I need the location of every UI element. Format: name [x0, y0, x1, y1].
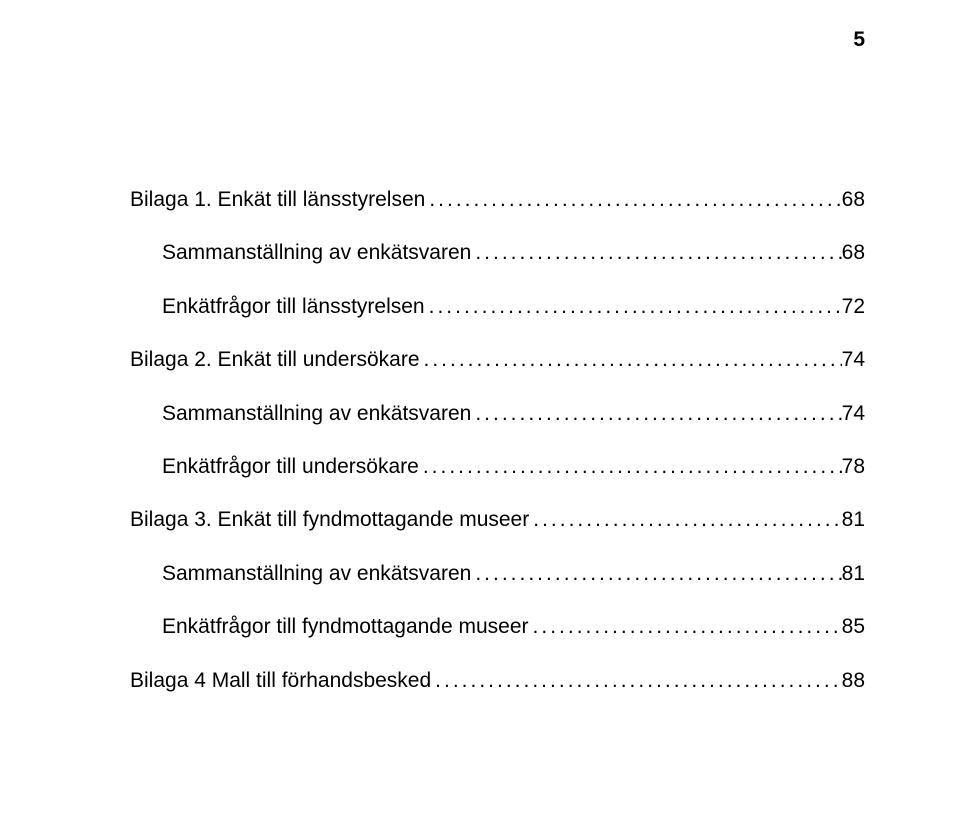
toc-entry-label: Enkätfrågor till fyndmottagande museer: [162, 612, 529, 641]
toc-entry-label: Sammanställning av enkätsvaren: [162, 238, 471, 267]
toc-entry: Enkätfrågor till undersökare............…: [130, 452, 865, 481]
toc-entry-label: Sammanställning av enkätsvaren: [162, 399, 471, 428]
toc-dot-leader: ........................................…: [471, 238, 841, 267]
toc-dot-leader: ........................................…: [529, 505, 841, 534]
toc-dot-leader: ........................................…: [425, 185, 841, 214]
toc-entry: Enkätfrågor till länsstyrelsen..........…: [130, 292, 865, 321]
toc-entry-page: 74: [842, 345, 865, 374]
toc-dot-leader: ........................................…: [529, 612, 842, 641]
toc-entry-page: 81: [842, 559, 865, 588]
toc-dot-leader: ........................................…: [420, 345, 842, 374]
toc-entry-label: Bilaga 1. Enkät till länsstyrelsen: [130, 185, 425, 214]
table-of-contents: Bilaga 1. Enkät till länsstyrelsen......…: [130, 185, 865, 695]
toc-dot-leader: ........................................…: [419, 452, 842, 481]
toc-entry-page: 68: [842, 238, 865, 267]
toc-entry: Bilaga 2. Enkät till undersökare........…: [130, 345, 865, 374]
toc-entry: Bilaga 3. Enkät till fyndmottagande muse…: [130, 505, 865, 534]
toc-dot-leader: ........................................…: [471, 399, 841, 428]
toc-entry-label: Bilaga 3. Enkät till fyndmottagande muse…: [130, 505, 529, 534]
toc-entry-page: 88: [842, 666, 865, 695]
toc-dot-leader: ........................................…: [471, 559, 841, 588]
toc-entry-label: Bilaga 4 Mall till förhandsbesked: [130, 666, 431, 695]
document-page: 5 Bilaga 1. Enkät till länsstyrelsen....…: [0, 0, 960, 827]
toc-dot-leader: ........................................…: [431, 666, 841, 695]
toc-entry: Sammanställning av enkätsvaren..........…: [130, 559, 865, 588]
toc-entry: Sammanställning av enkätsvaren..........…: [130, 238, 865, 267]
toc-entry: Bilaga 4 Mall till förhandsbesked.......…: [130, 666, 865, 695]
toc-entry-page: 72: [842, 292, 865, 321]
toc-entry-page: 78: [842, 452, 865, 481]
toc-entry: Sammanställning av enkätsvaren..........…: [130, 399, 865, 428]
toc-entry-page: 81: [842, 505, 865, 534]
toc-entry-label: Sammanställning av enkätsvaren: [162, 559, 471, 588]
toc-entry-label: Bilaga 2. Enkät till undersökare: [130, 345, 420, 374]
toc-entry: Enkätfrågor till fyndmottagande museer..…: [130, 612, 865, 641]
toc-entry-page: 74: [842, 399, 865, 428]
page-number: 5: [853, 28, 865, 52]
toc-entry-page: 85: [842, 612, 865, 641]
toc-entry: Bilaga 1. Enkät till länsstyrelsen......…: [130, 185, 865, 214]
toc-dot-leader: ........................................…: [425, 292, 842, 321]
toc-entry-label: Enkätfrågor till länsstyrelsen: [162, 292, 425, 321]
toc-entry-label: Enkätfrågor till undersökare: [162, 452, 419, 481]
toc-entry-page: 68: [842, 185, 865, 214]
